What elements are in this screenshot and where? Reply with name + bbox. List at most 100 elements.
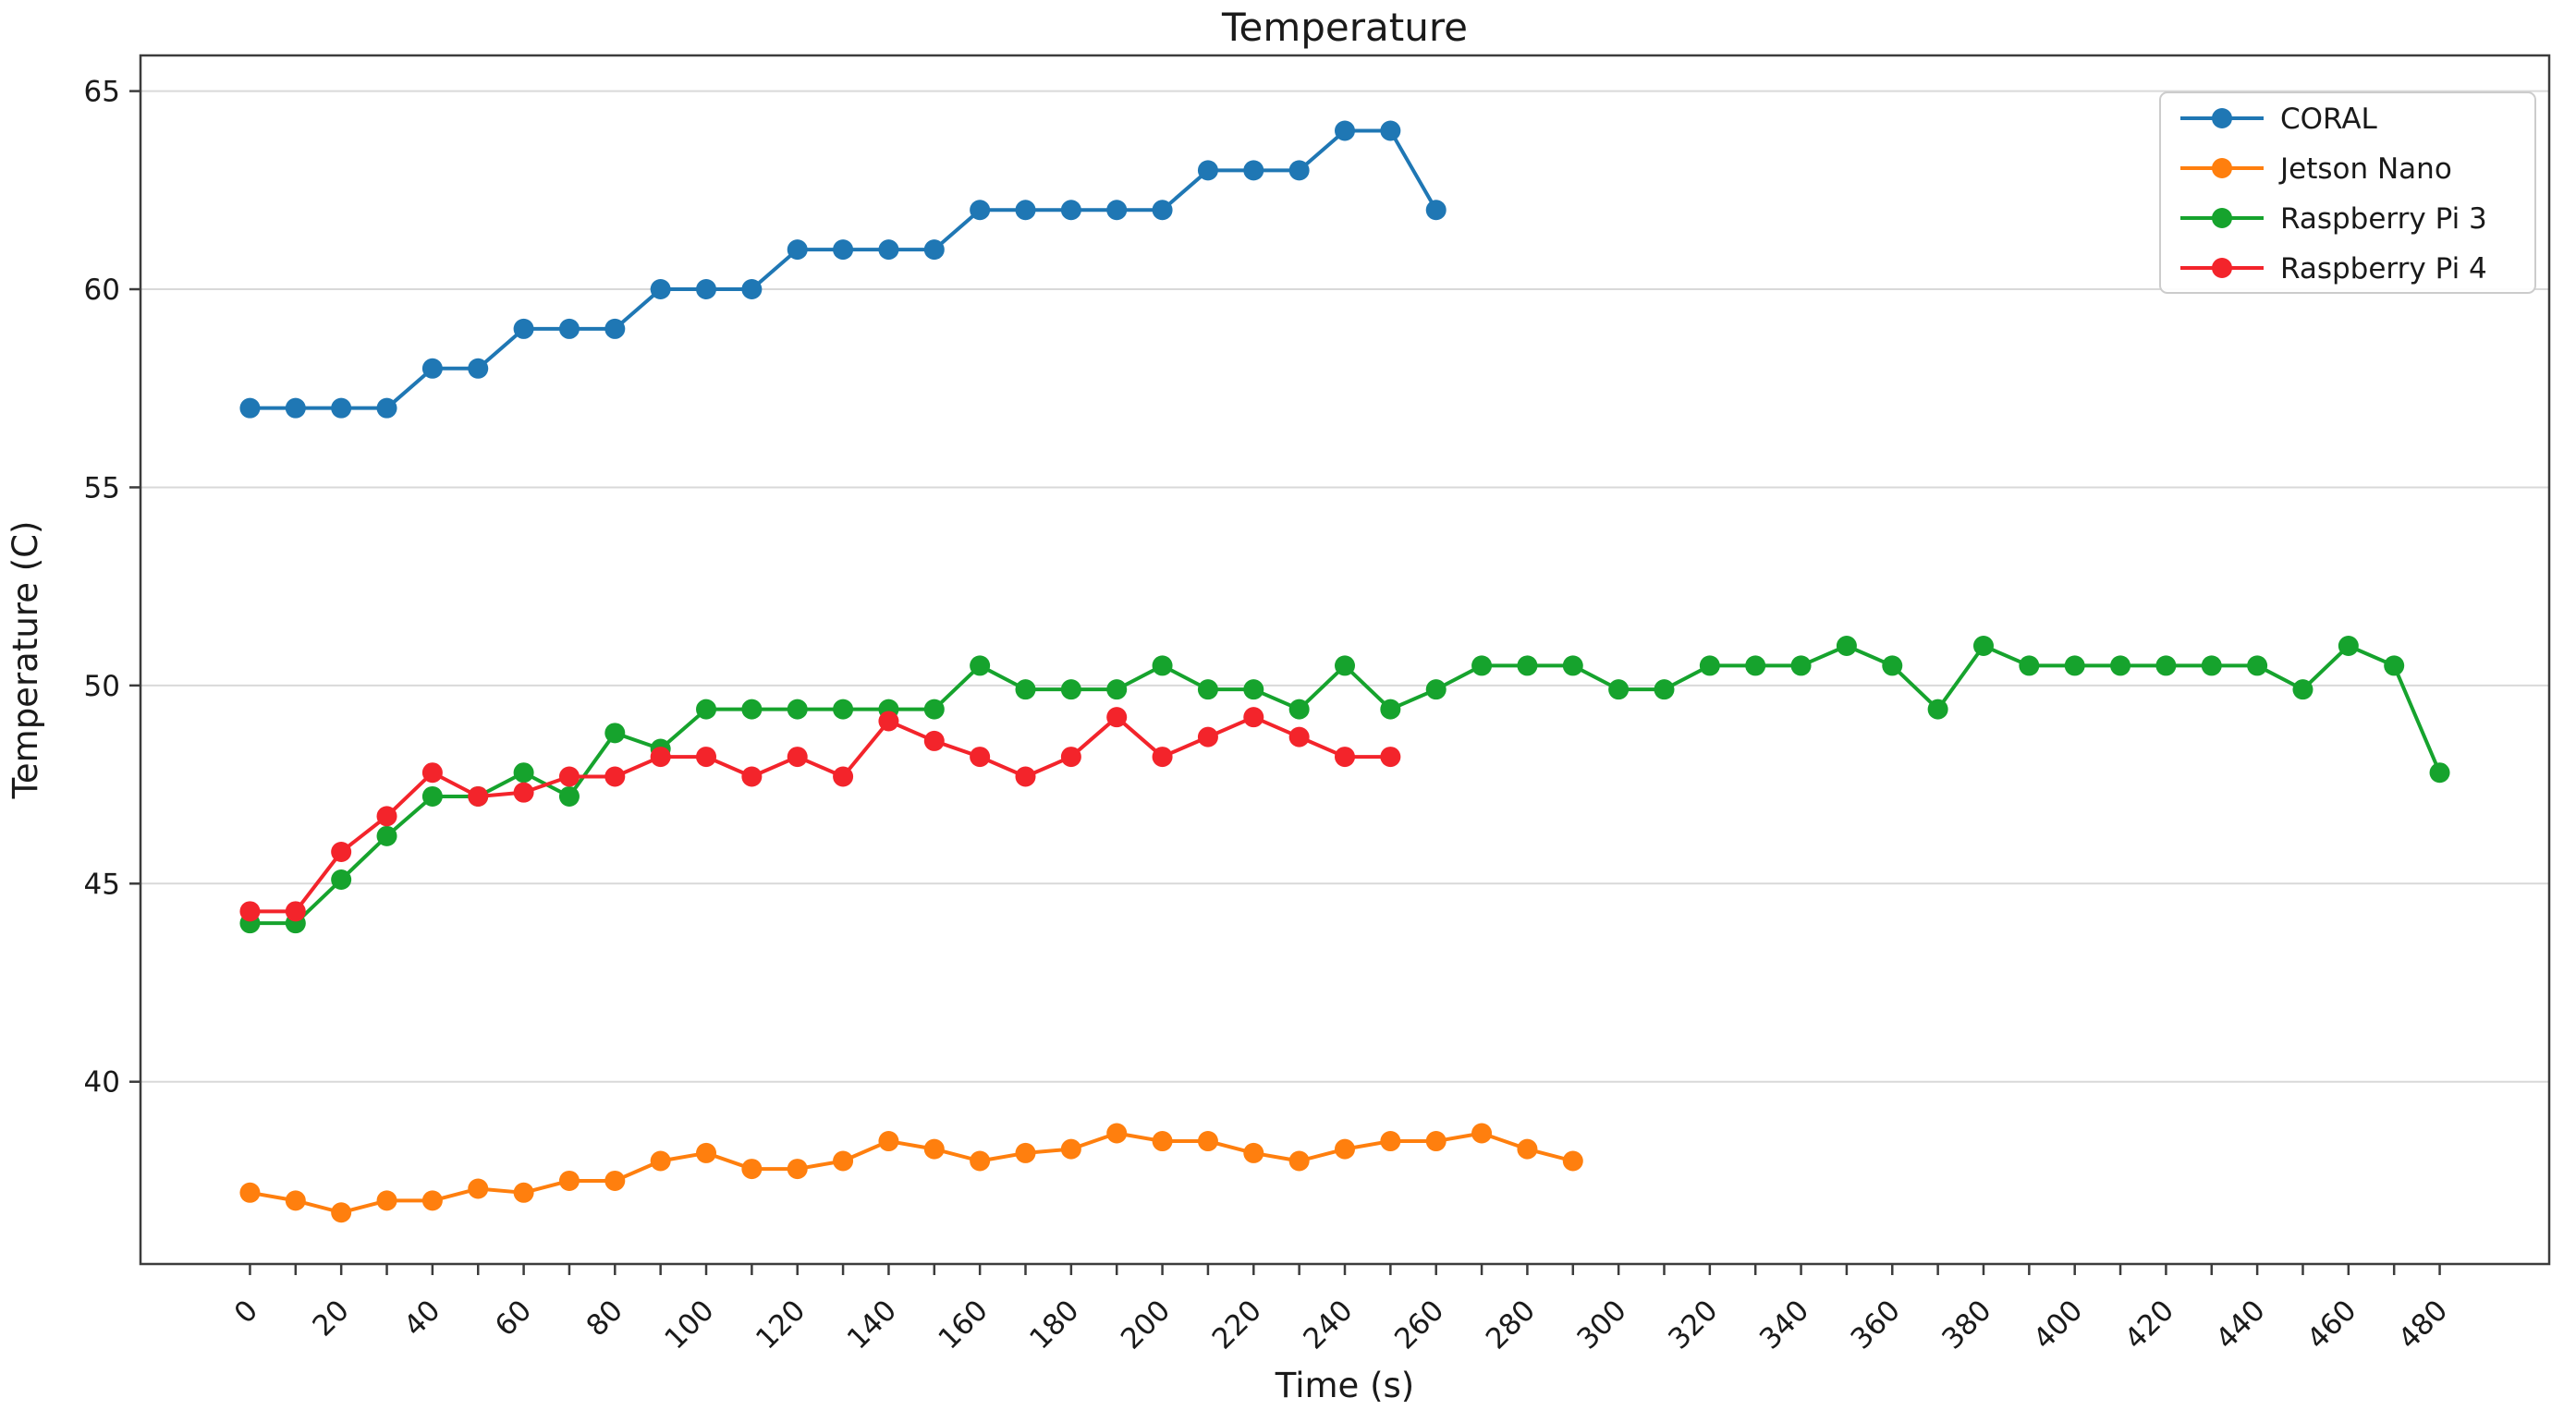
marker-jetson-nano-130 — [833, 1150, 854, 1172]
marker-jetson-nano-170 — [1015, 1142, 1036, 1163]
x-axis-label: Time (s) — [1275, 1366, 1414, 1405]
marker-raspberry-pi-3-200 — [1152, 655, 1173, 676]
marker-jetson-nano-80 — [604, 1170, 626, 1191]
data-series — [239, 120, 2450, 1223]
marker-raspberry-pi-4-20 — [331, 841, 352, 862]
marker-jetson-nano-50 — [468, 1178, 489, 1199]
marker-coral-90 — [650, 279, 671, 300]
y-tick-label-65: 65 — [84, 76, 120, 109]
x-tick-label-280: 280 — [1480, 1294, 1542, 1355]
marker-raspberry-pi-4-90 — [650, 747, 671, 768]
y-tick-label-40: 40 — [84, 1066, 120, 1100]
marker-jetson-nano-0 — [239, 1182, 261, 1203]
marker-raspberry-pi-3-300 — [1608, 679, 1630, 700]
marker-raspberry-pi-3-110 — [741, 699, 763, 720]
marker-raspberry-pi-4-150 — [923, 730, 945, 751]
axis-ticks — [129, 90, 2441, 1275]
marker-coral-150 — [923, 239, 945, 261]
marker-jetson-nano-190 — [1106, 1123, 1128, 1144]
y-tick-label-45: 45 — [84, 868, 120, 901]
marker-raspberry-pi-4-190 — [1106, 707, 1128, 728]
series-raspberry-pi-4 — [239, 707, 1401, 922]
marker-raspberry-pi-3-60 — [513, 762, 534, 784]
marker-raspberry-pi-3-430 — [2201, 655, 2222, 676]
marker-raspberry-pi-4-30 — [376, 806, 397, 827]
x-tick-label-460: 460 — [2301, 1294, 2362, 1355]
marker-raspberry-pi-4-210 — [1197, 726, 1218, 747]
marker-raspberry-pi-3-240 — [1335, 655, 1355, 676]
marker-coral-140 — [878, 239, 899, 261]
legend-marker-jetson-nano — [2212, 158, 2232, 178]
series-line-raspberry-pi-3 — [250, 643, 2442, 926]
marker-raspberry-pi-3-400 — [2064, 655, 2085, 676]
marker-jetson-nano-140 — [878, 1131, 899, 1152]
marker-coral-240 — [1335, 120, 1355, 141]
marker-coral-220 — [1243, 160, 1264, 181]
marker-raspberry-pi-3-210 — [1197, 679, 1218, 700]
legend-item-raspberry-pi-3: Raspberry Pi 3 — [2180, 202, 2487, 236]
marker-raspberry-pi-4-230 — [1288, 726, 1310, 747]
marker-jetson-nano-250 — [1380, 1131, 1401, 1152]
marker-raspberry-pi-4-40 — [421, 762, 443, 784]
marker-raspberry-pi-3-480 — [2429, 762, 2450, 784]
x-tick-label-260: 260 — [1388, 1294, 1450, 1355]
marker-jetson-nano-220 — [1243, 1142, 1264, 1163]
marker-raspberry-pi-4-0 — [239, 901, 261, 922]
axis-tick-labels: 40 45 50 55 60 65 0 20 40 60 80 100 120 140 160 180 200 2… — [84, 76, 2455, 1356]
legend-label-raspberry-pi-3: Raspberry Pi 3 — [2280, 202, 2487, 236]
marker-coral-170 — [1015, 200, 1036, 221]
legend-item-coral: CORAL — [2180, 103, 2378, 136]
marker-raspberry-pi-4-160 — [970, 747, 991, 768]
marker-coral-120 — [787, 239, 808, 261]
marker-raspberry-pi-3-360 — [1882, 655, 1903, 676]
x-tick-label-160: 160 — [933, 1294, 995, 1355]
marker-raspberry-pi-4-240 — [1335, 747, 1355, 768]
marker-coral-30 — [376, 397, 397, 419]
y-axis-label: Temperature (C) — [6, 521, 45, 800]
series-raspberry-pi-3 — [239, 635, 2450, 934]
legend-label-coral: CORAL — [2280, 103, 2378, 136]
marker-coral-210 — [1197, 160, 1218, 181]
marker-raspberry-pi-3-160 — [970, 655, 991, 676]
marker-coral-40 — [421, 358, 443, 379]
marker-coral-200 — [1152, 200, 1173, 221]
x-tick-label-80: 80 — [580, 1294, 629, 1343]
marker-jetson-nano-230 — [1288, 1150, 1310, 1172]
marker-raspberry-pi-3-280 — [1517, 655, 1538, 676]
marker-raspberry-pi-3-440 — [2247, 655, 2268, 676]
marker-raspberry-pi-3-260 — [1425, 679, 1447, 700]
x-tick-label-340: 340 — [1753, 1294, 1815, 1355]
marker-raspberry-pi-3-70 — [558, 785, 580, 807]
x-tick-label-360: 360 — [1845, 1294, 1907, 1355]
marker-raspberry-pi-3-30 — [376, 825, 397, 846]
marker-raspberry-pi-4-130 — [833, 766, 854, 787]
y-tick-label-60: 60 — [84, 273, 120, 307]
x-tick-label-440: 440 — [2209, 1294, 2271, 1355]
marker-raspberry-pi-4-180 — [1060, 747, 1081, 768]
marker-raspberry-pi-3-380 — [1972, 635, 1994, 656]
marker-jetson-nano-150 — [923, 1138, 945, 1160]
marker-jetson-nano-40 — [421, 1190, 443, 1211]
marker-coral-180 — [1060, 200, 1081, 221]
marker-coral-130 — [833, 239, 854, 261]
marker-raspberry-pi-3-180 — [1060, 679, 1081, 700]
marker-coral-250 — [1380, 120, 1401, 141]
marker-coral-260 — [1425, 200, 1447, 221]
legend-box — [2159, 91, 2536, 294]
marker-jetson-nano-70 — [558, 1170, 580, 1191]
x-tick-label-100: 100 — [658, 1294, 720, 1355]
marker-jetson-nano-30 — [376, 1190, 397, 1211]
gridlines — [140, 90, 2549, 1083]
marker-coral-0 — [239, 397, 261, 419]
marker-raspberry-pi-4-100 — [696, 747, 717, 768]
marker-raspberry-pi-3-390 — [2019, 655, 2040, 676]
y-tick-label-50: 50 — [84, 670, 120, 703]
y-tick-label-55: 55 — [84, 471, 120, 504]
marker-coral-230 — [1288, 160, 1310, 181]
x-tick-label-60: 60 — [489, 1294, 538, 1343]
marker-coral-190 — [1106, 200, 1128, 221]
marker-raspberry-pi-3-100 — [696, 699, 717, 720]
legend-marker-coral — [2212, 108, 2232, 128]
marker-coral-70 — [558, 318, 580, 339]
